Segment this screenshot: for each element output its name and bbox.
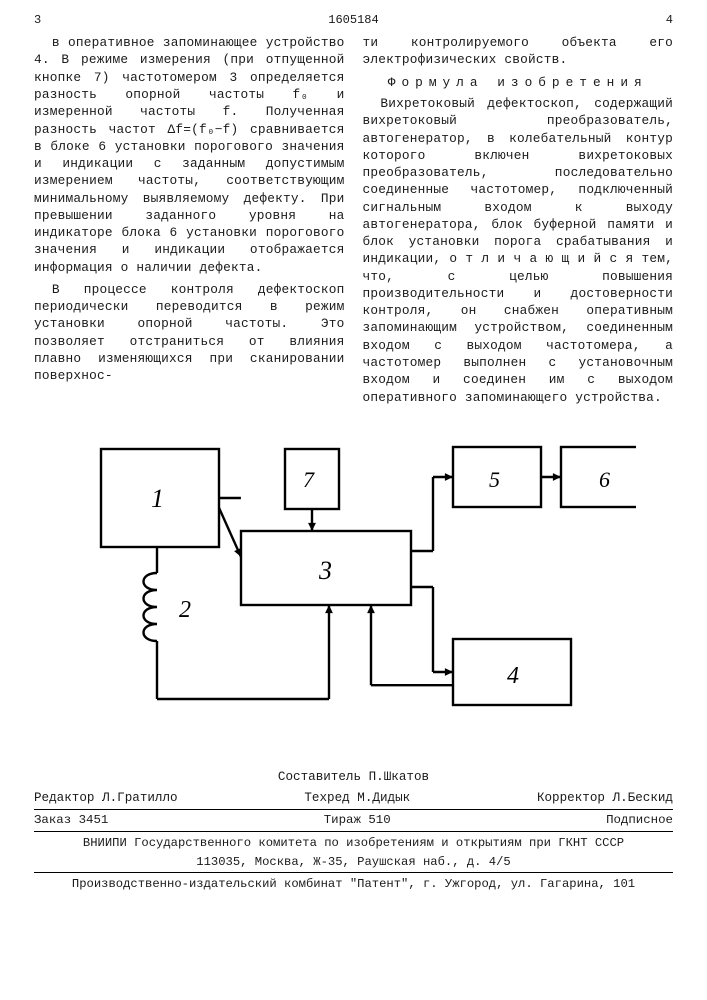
right-para-2: Вихретоковый дефектоскоп, содержащий вих…: [363, 95, 674, 406]
divider-1: [34, 809, 673, 810]
svg-text:2: 2: [179, 597, 191, 623]
block-diagram: 1 7 3 5 6 4 2: [34, 429, 673, 749]
org-line-1a: ВНИИПИ Государственного комитета по изоб…: [34, 835, 673, 851]
column-right: ти контролируемого объекта его электрофи…: [363, 34, 674, 411]
diagram-svg: 1 7 3 5 6 4 2: [71, 429, 636, 749]
compiler-name: П.Шкатов: [369, 770, 429, 784]
order-line: Заказ 3451 Тираж 510 Подписное: [34, 812, 673, 829]
column-left: в оперативное запоминающее устройство 4.…: [34, 34, 345, 411]
compiler-line: Составитель П.Шкатов: [34, 769, 673, 786]
page-header: 3 1605184 4: [34, 12, 673, 28]
subscription: Подписное: [606, 812, 673, 829]
corrector: Корректор Л.Бескид: [537, 790, 673, 807]
imprint-block: Составитель П.Шкатов Редактор Л.Гратилло…: [34, 769, 673, 893]
left-para-1: в оперативное запоминающее устройство 4.…: [34, 34, 345, 276]
divider-3: [34, 872, 673, 873]
right-para-1: ти контролируемого объекта его электрофи…: [363, 34, 674, 69]
svg-text:5: 5: [489, 467, 500, 492]
svg-text:4: 4: [507, 663, 519, 689]
patent-page: 3 1605184 4 в оперативное запоминающее у…: [0, 0, 707, 903]
techred: Техред М.Дидык: [304, 790, 410, 807]
editors-line: Редактор Л.Гратилло Техред М.Дидык Корре…: [34, 790, 673, 807]
svg-text:6: 6: [599, 467, 610, 492]
org-line-1b: 113035, Москва, Ж-35, Раушская наб., д. …: [34, 854, 673, 870]
compiler-label: Составитель: [278, 770, 361, 784]
tirazh: Тираж 510: [324, 812, 391, 829]
svg-text:3: 3: [318, 556, 332, 585]
svg-text:1: 1: [151, 484, 164, 513]
order: Заказ 3451: [34, 812, 108, 829]
divider-2: [34, 831, 673, 832]
org-line-2: Производственно-издательский комбинат "П…: [34, 876, 673, 892]
text-columns: в оперативное запоминающее устройство 4.…: [34, 34, 673, 411]
formula-heading: Формула изобретения: [363, 74, 674, 91]
patent-number: 1605184: [315, 12, 392, 28]
page-num-right: 4: [392, 12, 673, 28]
svg-text:7: 7: [303, 467, 315, 492]
page-num-left: 3: [34, 12, 315, 28]
editor: Редактор Л.Гратилло: [34, 790, 178, 807]
left-para-2: В процессе контроля дефектоскоп периодич…: [34, 281, 345, 385]
